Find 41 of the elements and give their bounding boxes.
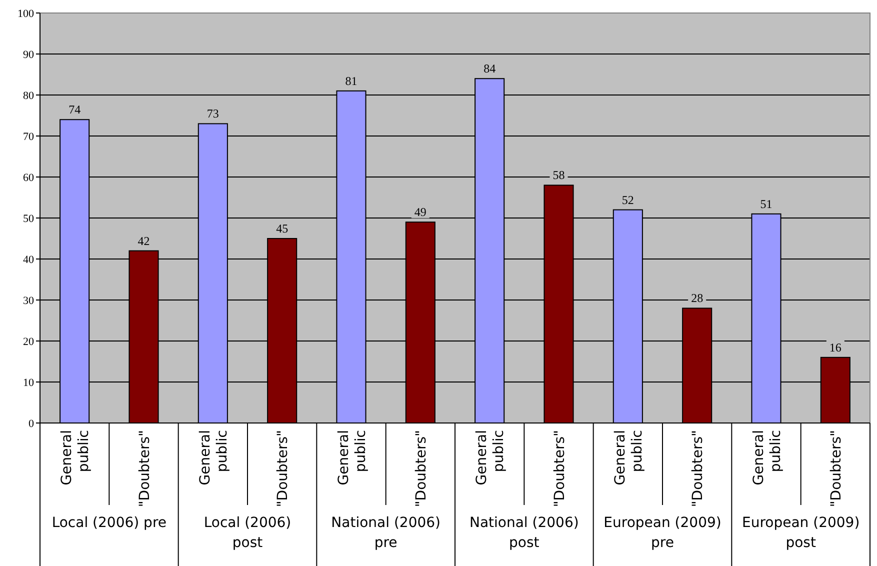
text: General public: [197, 430, 230, 486]
data-label: 81: [345, 74, 358, 88]
text: General public: [59, 430, 92, 486]
data-label: 52: [622, 192, 634, 207]
y-tick-label: 60: [23, 172, 34, 184]
text: "Doubters": [413, 430, 430, 508]
y-tick-label: 40: [23, 254, 34, 266]
text: General public: [336, 430, 369, 486]
data-label: 74: [68, 102, 81, 117]
text: "Doubters": [275, 430, 292, 508]
text: "Doubters": [690, 430, 706, 508]
x-tick-label: National (2006) post: [469, 515, 579, 551]
text: "Doubters": [136, 430, 153, 508]
y-tick-label: 20: [23, 336, 34, 348]
y-tick-label: 100: [18, 8, 34, 20]
x-tick-label: European (2009) post: [742, 515, 860, 551]
data-label: 84: [484, 62, 496, 76]
data-label: 49: [414, 205, 426, 220]
y-tick-label: 50: [23, 213, 34, 225]
y-tick-label: 0: [28, 418, 34, 430]
data-label: 45: [276, 222, 288, 236]
text: "Doubters": [552, 430, 568, 508]
data-label: 58: [552, 168, 565, 182]
data-label: 42: [138, 234, 150, 248]
x-tick-label: European (2009) pre: [604, 515, 722, 551]
y-tick-label: 80: [23, 90, 34, 102]
data-label: 73: [206, 106, 219, 121]
text: General public: [474, 430, 508, 486]
text: General public: [750, 430, 784, 486]
x-tick-label: Local (2006) post: [204, 515, 292, 551]
data-label: 51: [760, 196, 772, 211]
y-tick-label: 70: [23, 131, 34, 143]
data-label: 28: [691, 291, 704, 306]
y-tick-label: 90: [23, 49, 34, 61]
data-label: 16: [829, 340, 842, 354]
text: "Doubters": [828, 430, 844, 508]
x-tick-label: Local (2006) pre: [52, 515, 167, 531]
text: General public: [612, 430, 646, 486]
y-tick-label: 10: [23, 377, 34, 389]
x-tick-label: National (2006) pre: [331, 515, 441, 551]
y-tick-label: 30: [23, 295, 34, 307]
